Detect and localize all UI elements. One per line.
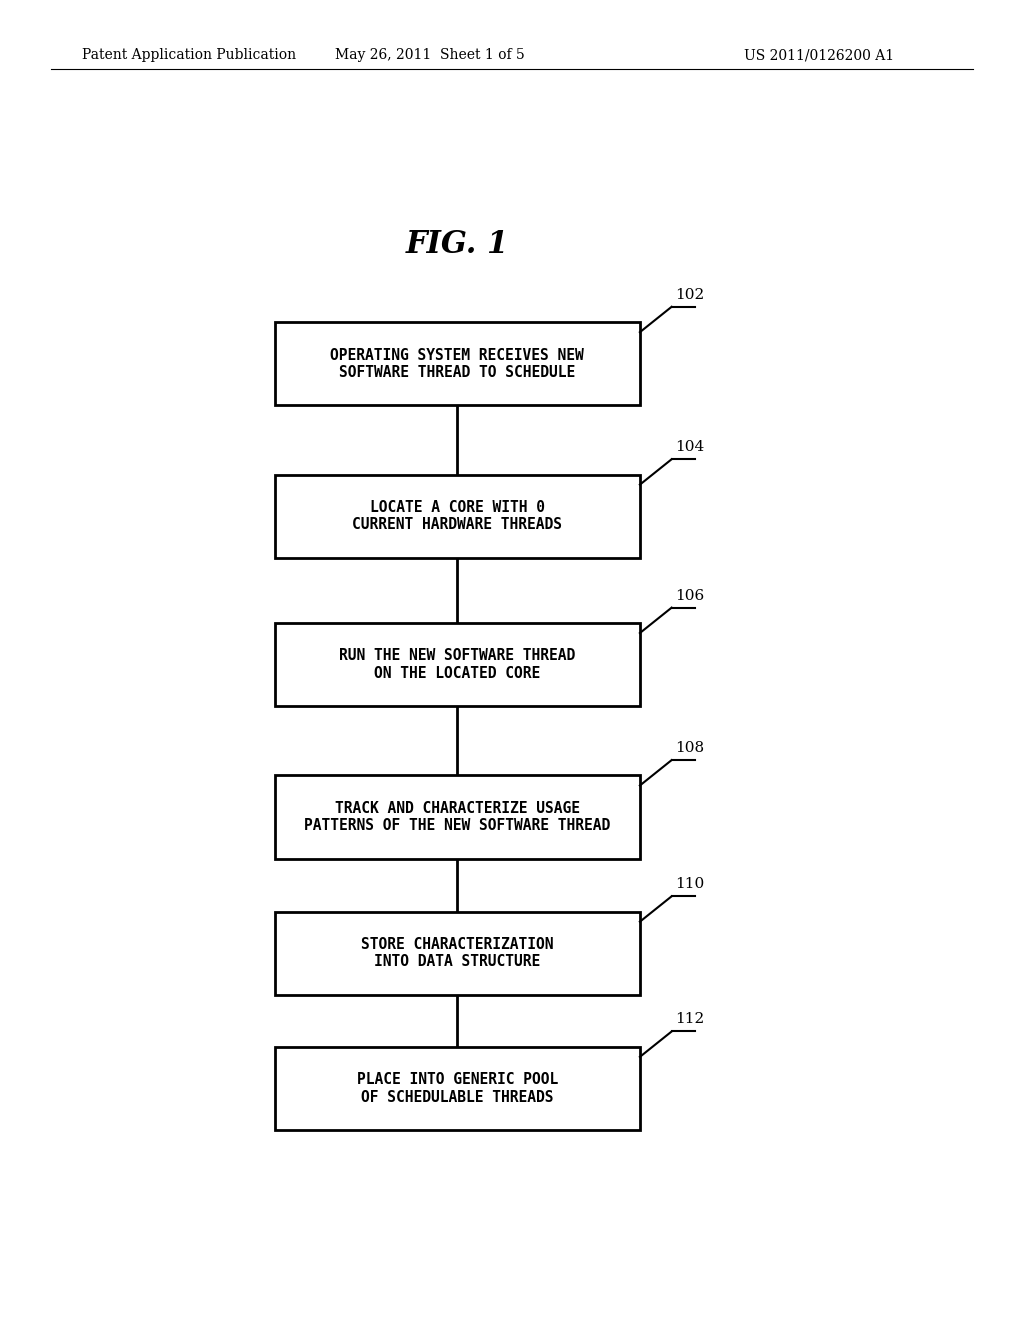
Text: 112: 112 [676, 1012, 705, 1027]
Bar [274, 623, 640, 706]
Text: 102: 102 [676, 288, 705, 302]
Bar [274, 912, 640, 995]
Text: PLACE INTO GENERIC POOL
OF SCHEDULABLE THREADS: PLACE INTO GENERIC POOL OF SCHEDULABLE T… [356, 1072, 558, 1105]
Text: May 26, 2011  Sheet 1 of 5: May 26, 2011 Sheet 1 of 5 [335, 49, 525, 62]
Text: Patent Application Publication: Patent Application Publication [82, 49, 296, 62]
Bar [274, 1047, 640, 1130]
Text: TRACK AND CHARACTERIZE USAGE
PATTERNS OF THE NEW SOFTWARE THREAD: TRACK AND CHARACTERIZE USAGE PATTERNS OF… [304, 801, 610, 833]
Text: US 2011/0126200 A1: US 2011/0126200 A1 [744, 49, 894, 62]
Text: OPERATING SYSTEM RECEIVES NEW
SOFTWARE THREAD TO SCHEDULE: OPERATING SYSTEM RECEIVES NEW SOFTWARE T… [331, 347, 585, 380]
Bar [274, 322, 640, 405]
Text: FIG. 1: FIG. 1 [406, 230, 509, 260]
Text: 104: 104 [676, 440, 705, 454]
Text: LOCATE A CORE WITH 0
CURRENT HARDWARE THREADS: LOCATE A CORE WITH 0 CURRENT HARDWARE TH… [352, 500, 562, 532]
Text: 106: 106 [676, 589, 705, 602]
Text: STORE CHARACTERIZATION
INTO DATA STRUCTURE: STORE CHARACTERIZATION INTO DATA STRUCTU… [361, 937, 554, 969]
Text: 110: 110 [676, 878, 705, 891]
Bar [274, 775, 640, 859]
Text: 108: 108 [676, 741, 705, 755]
Text: RUN THE NEW SOFTWARE THREAD
ON THE LOCATED CORE: RUN THE NEW SOFTWARE THREAD ON THE LOCAT… [339, 648, 575, 681]
Bar [274, 474, 640, 558]
